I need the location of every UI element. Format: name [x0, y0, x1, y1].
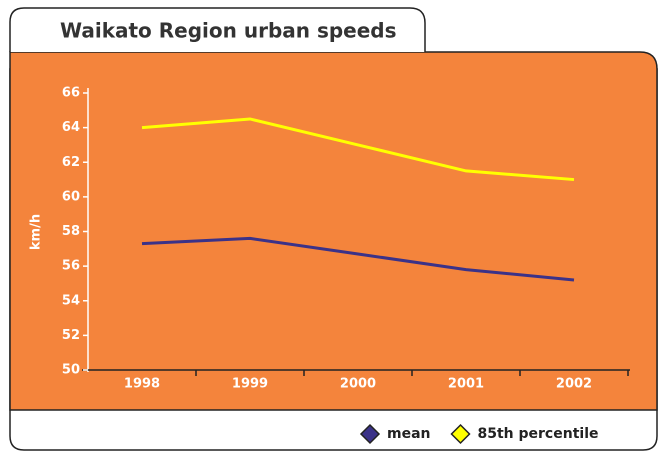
legend-marker: [450, 423, 471, 445]
y-tick-label: 60: [62, 189, 80, 204]
y-tick-label: 62: [62, 155, 80, 170]
y-tick-label: 64: [62, 120, 80, 135]
y-tick-label: 52: [62, 328, 80, 343]
legend-label: 85th percentile: [478, 426, 599, 442]
legend-label: mean: [387, 426, 431, 442]
x-tick-label: 2000: [340, 377, 376, 392]
title-tab: [9, 7, 426, 52]
series-line: [141, 236, 575, 282]
y-tick-label: 56: [62, 259, 80, 274]
x-tick-label: 1998: [124, 377, 160, 392]
y-tick-label: 58: [62, 224, 80, 239]
y-tick-label: 54: [62, 293, 80, 308]
y-tick-label: 66: [62, 86, 80, 101]
x-tick-label: 2001: [448, 377, 484, 392]
plot-panel: [9, 51, 658, 411]
x-tick-label: 2002: [556, 377, 592, 392]
legend-marker: [359, 423, 381, 445]
y-axis-label: km/h: [29, 214, 44, 250]
chart-title: Waikato Region urban speeds: [60, 19, 397, 43]
series-line: [141, 117, 575, 182]
y-tick-label: 50: [62, 363, 80, 378]
x-tick-label: 1999: [232, 377, 268, 392]
